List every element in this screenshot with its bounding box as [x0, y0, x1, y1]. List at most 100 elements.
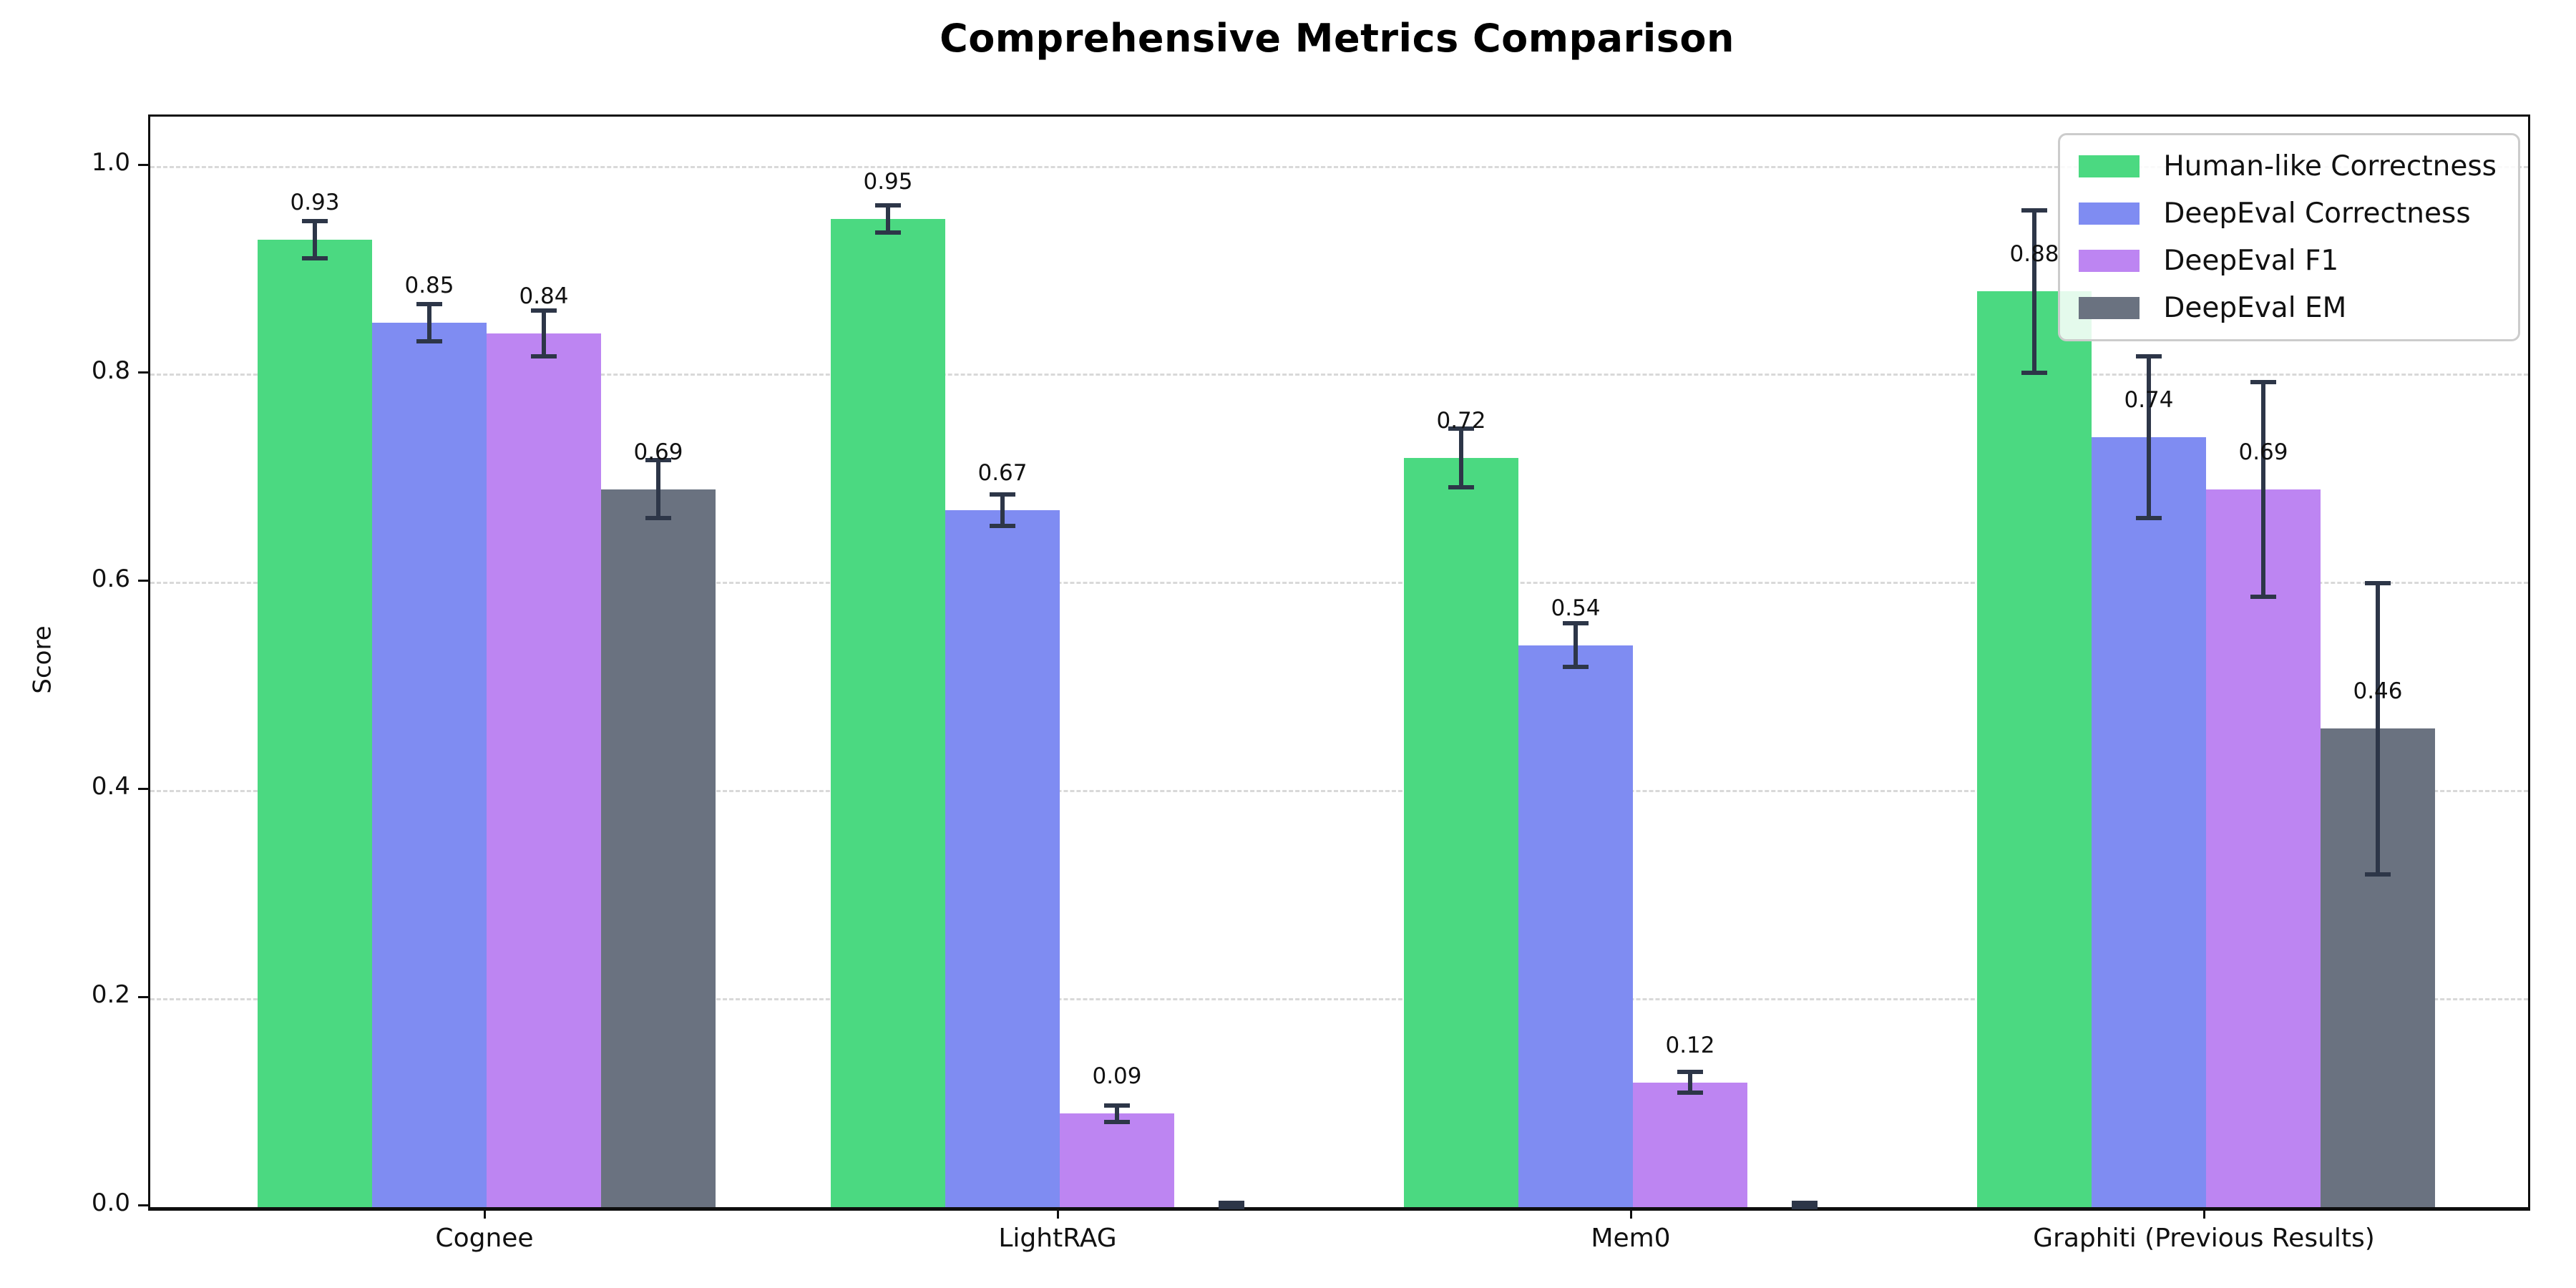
- bar-value-label: 0.88: [2009, 241, 2059, 268]
- bar-value-label: 0.84: [519, 283, 569, 309]
- bar: [2206, 489, 2321, 1207]
- bar: [1977, 291, 2092, 1207]
- y-tick-mark: [138, 580, 148, 582]
- x-tick-label: LightRAG: [998, 1224, 1117, 1253]
- legend-label: DeepEval EM: [2163, 292, 2347, 324]
- bar: [601, 489, 716, 1207]
- error-bar-cap: [1104, 1103, 1130, 1108]
- error-bar: [1574, 623, 1578, 668]
- error-bar-cap: [1677, 1091, 1703, 1096]
- legend-item: DeepEval EM: [2079, 294, 2497, 322]
- x-tick-mark: [1056, 1209, 1059, 1219]
- y-tick-label: 1.0: [91, 148, 130, 177]
- error-bar-cap: [990, 492, 1015, 497]
- error-bar-cap: [1448, 484, 1474, 489]
- bar: [258, 239, 372, 1207]
- bar-value-label: 0.46: [2353, 678, 2403, 705]
- error-bar-cap: [875, 230, 901, 235]
- error-bar-cap: [1792, 1205, 1818, 1209]
- bar-value-label: 0.95: [863, 168, 913, 195]
- error-bar-cap: [2365, 872, 2391, 877]
- x-tick-mark: [483, 1209, 486, 1219]
- legend-label: DeepEval Correctness: [2163, 197, 2471, 230]
- bar-value-label: 0.69: [633, 439, 683, 465]
- error-bar-cap: [302, 218, 328, 223]
- x-tick-label: Cognee: [435, 1224, 534, 1253]
- bar: [1633, 1082, 1747, 1207]
- error-bar: [1115, 1105, 1119, 1122]
- error-bar: [1688, 1071, 1692, 1093]
- bar-value-label: 0.67: [977, 459, 1028, 486]
- bar-value-label: 0.72: [1436, 408, 1486, 434]
- legend-swatch: [2079, 297, 2140, 319]
- error-bar-cap: [416, 339, 442, 344]
- y-tick-label: 0.8: [91, 356, 130, 385]
- error-bar-cap: [1563, 621, 1589, 626]
- bar: [945, 509, 1060, 1207]
- bar-value-label: 0.54: [1551, 595, 1601, 621]
- bar: [2092, 437, 2206, 1207]
- x-tick-label: Graphiti (Previous Results): [2033, 1224, 2375, 1253]
- error-bar-cap: [2021, 370, 2047, 375]
- legend-item: DeepEval F1: [2079, 247, 2497, 275]
- y-tick-label: 0.6: [91, 564, 130, 593]
- y-tick-mark: [138, 787, 148, 790]
- y-tick-mark: [138, 163, 148, 166]
- error-bar: [656, 460, 660, 519]
- x-tick-mark: [2202, 1209, 2205, 1219]
- legend-label: Human-like Correctness: [2163, 150, 2497, 182]
- error-bar-cap: [2136, 353, 2162, 358]
- bar: [372, 323, 487, 1207]
- error-bar-cap: [1792, 1201, 1818, 1206]
- chart-title: Comprehensive Metrics Comparison: [940, 16, 1735, 61]
- error-bar: [427, 303, 431, 342]
- bar-value-label: 0.85: [404, 273, 454, 299]
- bar: [1404, 458, 1518, 1207]
- error-bar: [2261, 382, 2265, 597]
- error-bar-cap: [2136, 516, 2162, 521]
- legend-swatch: [2079, 155, 2140, 177]
- error-bar-cap: [1219, 1201, 1244, 1206]
- error-bar: [1000, 494, 1005, 526]
- legend-swatch: [2079, 203, 2140, 225]
- error-bar-cap: [1219, 1205, 1244, 1209]
- legend-swatch: [2079, 250, 2140, 272]
- error-bar-cap: [531, 353, 557, 358]
- error-bar-cap: [2021, 208, 2047, 213]
- gridline: [150, 997, 2528, 1000]
- error-bar: [1459, 429, 1463, 487]
- y-tick-label: 0.0: [91, 1189, 130, 1217]
- error-bar: [2147, 356, 2151, 519]
- error-bar-cap: [875, 203, 901, 208]
- gridline: [150, 374, 2528, 376]
- error-bar-cap: [531, 308, 557, 313]
- gridline: [150, 582, 2528, 585]
- bar: [1518, 645, 1633, 1207]
- bar-value-label: 0.09: [1092, 1063, 1142, 1090]
- error-bar: [2032, 210, 2036, 373]
- error-bar: [886, 205, 890, 233]
- y-tick-mark: [138, 1204, 148, 1206]
- gridline: [150, 789, 2528, 792]
- bar-value-label: 0.74: [2124, 387, 2174, 414]
- legend-label: DeepEval F1: [2163, 245, 2339, 277]
- y-tick-label: 0.2: [91, 980, 130, 1010]
- bar-value-label: 0.93: [290, 189, 340, 215]
- error-bar-cap: [1448, 426, 1474, 431]
- gridline: [150, 165, 2528, 168]
- error-bar-cap: [1104, 1119, 1130, 1124]
- y-tick-label: 0.4: [91, 772, 130, 801]
- error-bar-cap: [645, 458, 671, 463]
- error-bar: [2376, 582, 2380, 874]
- error-bar: [542, 310, 546, 356]
- bar: [831, 218, 945, 1207]
- error-bar-cap: [645, 516, 671, 521]
- error-bar-cap: [1677, 1069, 1703, 1074]
- error-bar-cap: [2250, 379, 2276, 384]
- bar-value-label: 0.12: [1665, 1032, 1715, 1058]
- error-bar-cap: [2365, 580, 2391, 585]
- error-bar-cap: [416, 301, 442, 306]
- x-tick-label: Mem0: [1591, 1224, 1671, 1253]
- error-bar-cap: [990, 523, 1015, 528]
